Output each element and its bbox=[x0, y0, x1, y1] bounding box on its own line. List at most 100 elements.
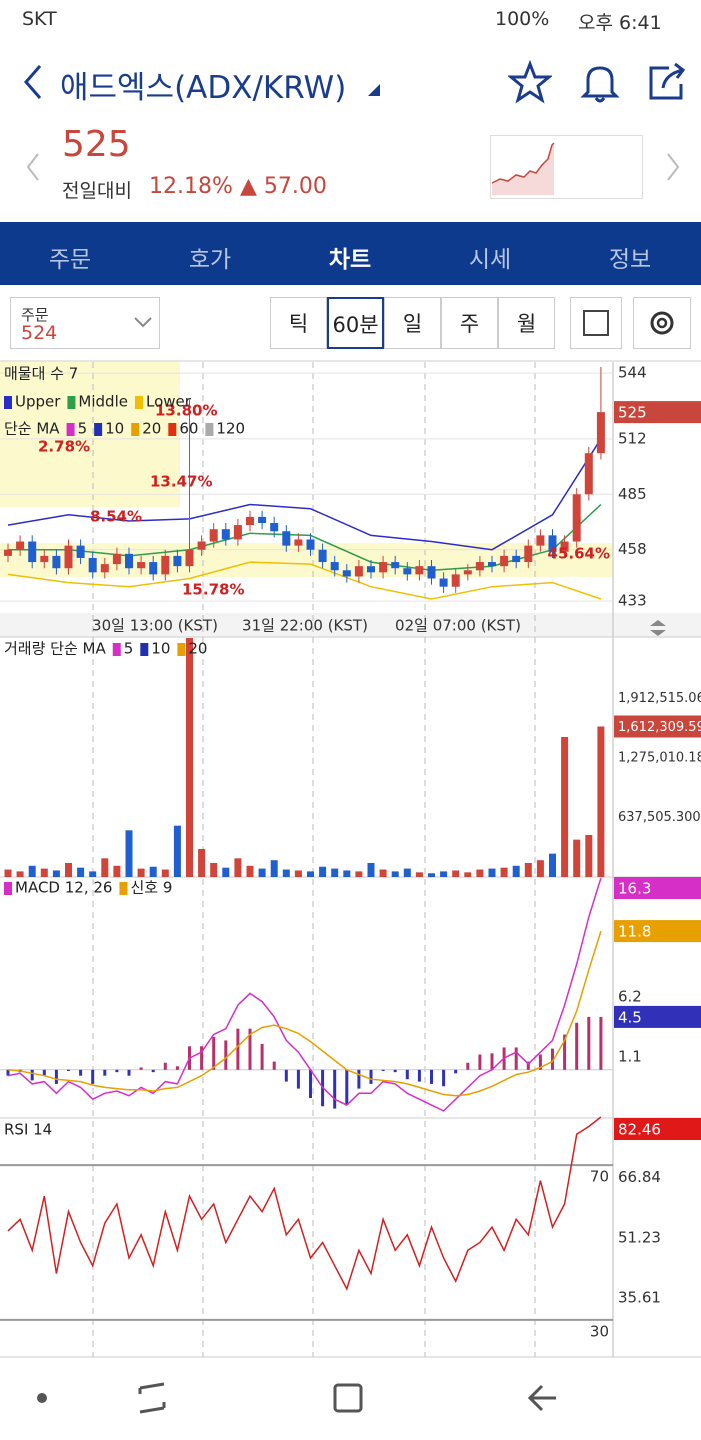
next-arrow[interactable] bbox=[662, 152, 682, 182]
histogram-bar bbox=[490, 1053, 494, 1070]
ma-period: 20 bbox=[142, 420, 161, 438]
histogram-bar bbox=[538, 1054, 542, 1070]
histogram-bar bbox=[30, 1069, 34, 1081]
candle-body bbox=[76, 545, 85, 558]
level-label: 70 bbox=[590, 1168, 609, 1186]
volume-bar bbox=[319, 866, 327, 877]
volume-bar bbox=[40, 868, 48, 877]
volume-bar bbox=[391, 871, 399, 877]
ma-period-swatch bbox=[140, 643, 149, 656]
candle-body bbox=[475, 562, 484, 571]
volume-bar bbox=[222, 867, 230, 877]
candle-body bbox=[137, 562, 146, 569]
title-dropdown[interactable] bbox=[368, 84, 382, 96]
ma-period: 5 bbox=[124, 640, 134, 658]
candle-body bbox=[185, 549, 194, 567]
volume-bar bbox=[440, 871, 448, 877]
histogram-bar bbox=[357, 1069, 361, 1089]
histogram-bar bbox=[91, 1069, 95, 1084]
period-button[interactable]: 월 bbox=[498, 297, 555, 349]
candle-body bbox=[221, 529, 230, 540]
histogram-bar bbox=[599, 1016, 603, 1070]
period-button[interactable]: 주 bbox=[441, 297, 498, 349]
legend-label-swatch bbox=[67, 396, 76, 409]
battery: 100% bbox=[495, 8, 550, 30]
last-value: 11.8 bbox=[618, 923, 651, 941]
volume-bar bbox=[379, 869, 387, 877]
carrier: SKT bbox=[22, 8, 57, 30]
histogram-bar bbox=[526, 1061, 530, 1070]
histogram-bar bbox=[139, 1067, 143, 1070]
system-nav bbox=[37, 1382, 556, 1414]
change-label: 전일대비 bbox=[62, 180, 132, 202]
histogram-bar bbox=[163, 1062, 167, 1070]
candle-body bbox=[524, 545, 533, 563]
title[interactable]: 애드엑스(ADX/KRW) bbox=[60, 70, 347, 106]
indicator-line bbox=[7, 930, 602, 1097]
period-button[interactable]: 60분 bbox=[327, 297, 384, 349]
candle-body bbox=[173, 555, 182, 567]
ma-period-swatch bbox=[131, 423, 140, 436]
volume-bar bbox=[452, 870, 460, 877]
volume-bar bbox=[89, 871, 97, 877]
candle-body bbox=[488, 562, 496, 567]
volume-bar bbox=[77, 867, 85, 877]
volume-bar bbox=[331, 868, 339, 877]
volume-bar bbox=[186, 638, 193, 877]
indicator-title: 거래량 단순 MA bbox=[4, 640, 106, 658]
favorite-icon[interactable] bbox=[508, 60, 552, 104]
last-value-box bbox=[614, 1005, 701, 1028]
prev-arrow[interactable] bbox=[24, 152, 44, 182]
tab[interactable]: 차트 bbox=[328, 247, 372, 273]
volume-bar bbox=[198, 848, 206, 877]
volume-bar bbox=[549, 853, 556, 877]
period-button[interactable]: 일 bbox=[384, 297, 441, 349]
y-tick-label: 637,505.300 bbox=[618, 810, 701, 825]
tab[interactable]: 시세 bbox=[468, 247, 512, 273]
legend-label: Upper bbox=[15, 393, 61, 411]
back-button[interactable] bbox=[18, 62, 48, 102]
share-icon[interactable] bbox=[645, 60, 689, 104]
last-value: 4.5 bbox=[618, 1008, 642, 1026]
candle-body bbox=[512, 555, 521, 563]
alarm-icon[interactable] bbox=[578, 60, 622, 104]
histogram-bar bbox=[442, 1069, 446, 1087]
candle-body bbox=[64, 545, 73, 569]
candle-body bbox=[403, 568, 412, 575]
period-button[interactable]: 틱 bbox=[270, 297, 327, 349]
drawing-button[interactable] bbox=[570, 297, 622, 349]
order-select[interactable]: 주문 524 bbox=[10, 297, 160, 349]
tab[interactable]: 주문 bbox=[48, 247, 92, 273]
level-label: 30 bbox=[590, 1322, 609, 1340]
y-tick-label: 35.61 bbox=[618, 1289, 661, 1307]
ma-period: 10 bbox=[105, 420, 124, 438]
volume-bar bbox=[270, 860, 278, 877]
candle-body bbox=[463, 570, 472, 575]
candle-body bbox=[536, 535, 545, 546]
histogram-bar bbox=[309, 1069, 312, 1099]
candle-body bbox=[367, 566, 375, 573]
settings-button[interactable] bbox=[633, 297, 691, 349]
histogram-bar bbox=[563, 1034, 567, 1070]
candle-body bbox=[451, 574, 460, 587]
histogram-bar bbox=[284, 1069, 288, 1082]
histogram-bar bbox=[405, 1069, 409, 1080]
legend-label: Lower bbox=[146, 393, 192, 411]
candle-body bbox=[246, 516, 254, 526]
tab[interactable]: 정보 bbox=[608, 247, 652, 273]
tab-bar bbox=[0, 222, 701, 285]
histogram-bar bbox=[430, 1069, 433, 1084]
annotation: 8.54% bbox=[90, 508, 142, 526]
ma-period-swatch bbox=[66, 423, 75, 436]
volume-bar bbox=[210, 862, 218, 877]
candle-body bbox=[28, 541, 37, 563]
volume-bar bbox=[561, 736, 569, 877]
candle-body bbox=[40, 555, 49, 563]
tab[interactable]: 호가 bbox=[188, 247, 232, 273]
candle-body bbox=[391, 562, 400, 569]
histogram-bar bbox=[466, 1062, 470, 1070]
y-tick-label: 51.23 bbox=[618, 1228, 661, 1246]
candle-body bbox=[52, 555, 61, 569]
candle-body bbox=[427, 566, 436, 579]
